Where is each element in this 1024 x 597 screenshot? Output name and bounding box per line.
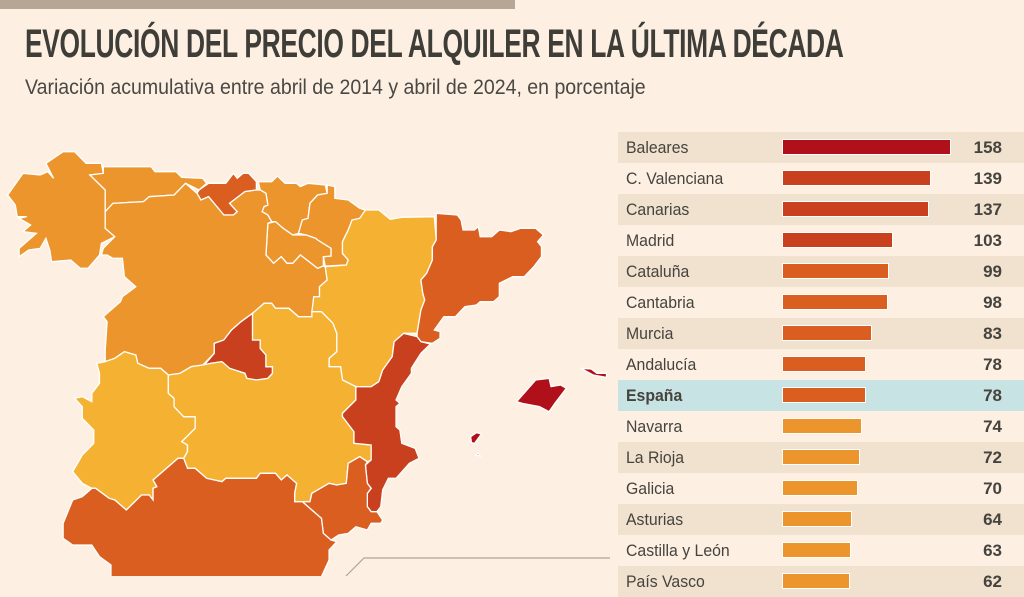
row-value: 83	[983, 324, 1002, 343]
table-row: Madrid 103	[618, 225, 1024, 256]
row-value: 74	[983, 417, 1002, 436]
row-label: Cantabria	[626, 293, 695, 312]
row-label: Castilla y León	[626, 541, 730, 560]
bar	[782, 542, 851, 558]
row-label: Asturias	[626, 510, 684, 529]
row-label: Cataluña	[626, 262, 690, 281]
table-row: Navarra 74	[618, 411, 1024, 442]
leader-line	[345, 557, 610, 576]
bar	[782, 263, 889, 279]
table-row: Cataluña 99	[618, 256, 1024, 287]
bar	[782, 139, 951, 155]
bar	[781, 418, 863, 434]
row-value: 103	[973, 231, 1002, 250]
table-row: Galicia 70	[618, 473, 1024, 504]
table-row: País Vasco 62	[618, 566, 1024, 597]
map-region-menorca	[581, 368, 607, 377]
table-row: Cantabria 98	[618, 287, 1024, 318]
row-value: 99	[983, 262, 1002, 281]
chart-title: EVOLUCIÓN DEL PRECIO DEL ALQUILER EN LA …	[25, 22, 844, 66]
map-region-c-valenciana	[342, 333, 430, 511]
map-region-galicia	[8, 152, 115, 269]
table-row: Baleares 158	[618, 132, 1024, 163]
row-value: 72	[983, 448, 1002, 467]
table-row: La Rioja 72	[618, 442, 1024, 473]
bar	[782, 325, 872, 341]
row-value: 70	[983, 479, 1002, 498]
bar	[781, 449, 861, 465]
row-value: 62	[983, 572, 1002, 591]
table-row: Murcia 83	[618, 318, 1024, 349]
row-value: 63	[983, 541, 1002, 560]
row-label: Canarias	[626, 200, 690, 219]
row-value: 139	[973, 169, 1002, 188]
row-label: País Vasco	[626, 572, 705, 591]
bar	[782, 201, 929, 217]
table-row: España 78	[618, 380, 1024, 411]
map-region-murcia	[302, 457, 382, 540]
row-label: Madrid	[626, 231, 675, 250]
row-value: 98	[983, 293, 1002, 312]
row-value: 78	[983, 355, 1002, 374]
row-value: 158	[973, 138, 1002, 157]
map-region-mallorca	[517, 378, 567, 411]
bar	[782, 511, 852, 527]
table-row: Andalucía 78	[618, 349, 1024, 380]
bar	[782, 573, 850, 589]
row-label: Galicia	[626, 479, 675, 498]
row-value: 78	[983, 386, 1002, 405]
bar	[781, 387, 867, 403]
chart-subtitle: Variación acumulativa entre abril de 201…	[25, 76, 646, 99]
map-region-ibiza	[471, 433, 482, 444]
row-value: 64	[983, 510, 1002, 529]
map-region-cataluna	[417, 213, 543, 343]
row-label: La Rioja	[626, 448, 685, 467]
row-label: C. Valenciana	[626, 169, 724, 188]
table-row: C. Valenciana 139	[618, 163, 1024, 194]
table-row: Asturias 64	[618, 504, 1024, 535]
row-label: España	[626, 386, 683, 405]
spain-choropleth-map	[0, 0, 610, 576]
row-label: Navarra	[626, 417, 683, 436]
row-value: 137	[973, 200, 1002, 219]
bar	[782, 232, 893, 248]
bar	[782, 170, 931, 186]
table-row: Castilla y León 63	[618, 535, 1024, 566]
row-label: Murcia	[626, 324, 674, 343]
row-label: Baleares	[626, 138, 689, 157]
map-region-andalucia	[63, 458, 337, 576]
row-label: Andalucía	[626, 355, 697, 374]
map-region-formentera	[476, 453, 481, 456]
bar	[782, 480, 858, 496]
bar	[782, 294, 888, 310]
table-row: Canarias 137	[618, 194, 1024, 225]
bar	[781, 356, 867, 372]
top-accent-bar	[0, 0, 515, 9]
